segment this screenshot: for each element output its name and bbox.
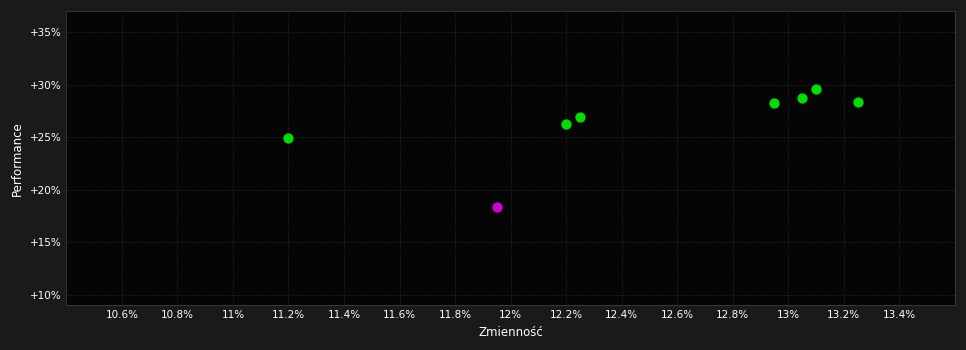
Point [558,121,574,126]
Point [489,204,504,209]
X-axis label: Zmienność: Zmienność [478,326,543,339]
Point [572,114,587,120]
Point [794,96,810,101]
Point [767,100,782,105]
Point [281,135,297,141]
Point [809,86,824,92]
Point [850,99,866,104]
Y-axis label: Performance: Performance [12,121,24,196]
